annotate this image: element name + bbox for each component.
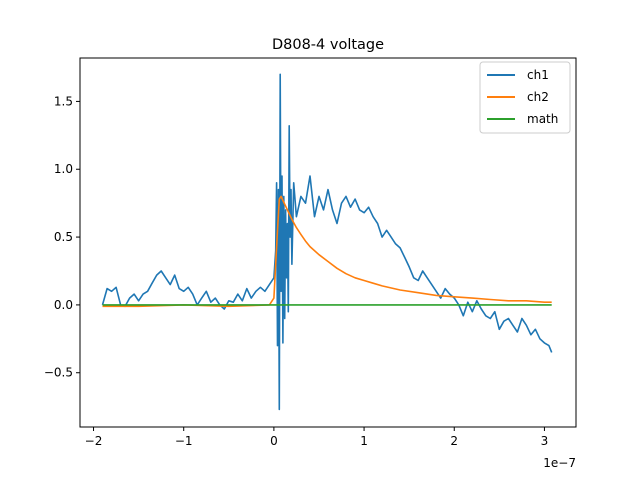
plot-frame (79, 57, 577, 428)
x-tick-label: 1 (360, 434, 368, 448)
y-tick-label: 0.5 (54, 230, 73, 244)
x-tick-label: 2 (450, 434, 458, 448)
series-layer (101, 73, 553, 411)
legend-box (479, 61, 571, 134)
x-offset-label: 1e−7 (543, 456, 576, 470)
x-tick-label: 0 (270, 434, 278, 448)
series-line-ch1 (101, 73, 553, 411)
legend-label-math: math (527, 112, 558, 126)
y-tick-label: −0.5 (44, 366, 73, 380)
y-tick-label: 0.0 (54, 298, 73, 312)
x-tick-label: −2 (85, 434, 103, 448)
legend-label-ch2: ch2 (527, 90, 549, 104)
y-tick-label: 1.0 (54, 162, 73, 176)
legend: ch1 ch2 math (479, 61, 571, 134)
x-tick-label: 3 (541, 434, 549, 448)
series-line-ch2 (102, 195, 552, 308)
chart-title: D808-4 voltage (272, 37, 384, 53)
y-tick-label: 1.5 (54, 94, 73, 108)
legend-label-ch1: ch1 (527, 68, 549, 82)
x-tick-label: −1 (175, 434, 193, 448)
axes-layer: −2 −1 0 1 2 3 −0.5 0.0 0.5 1.0 1.5 (44, 94, 548, 448)
